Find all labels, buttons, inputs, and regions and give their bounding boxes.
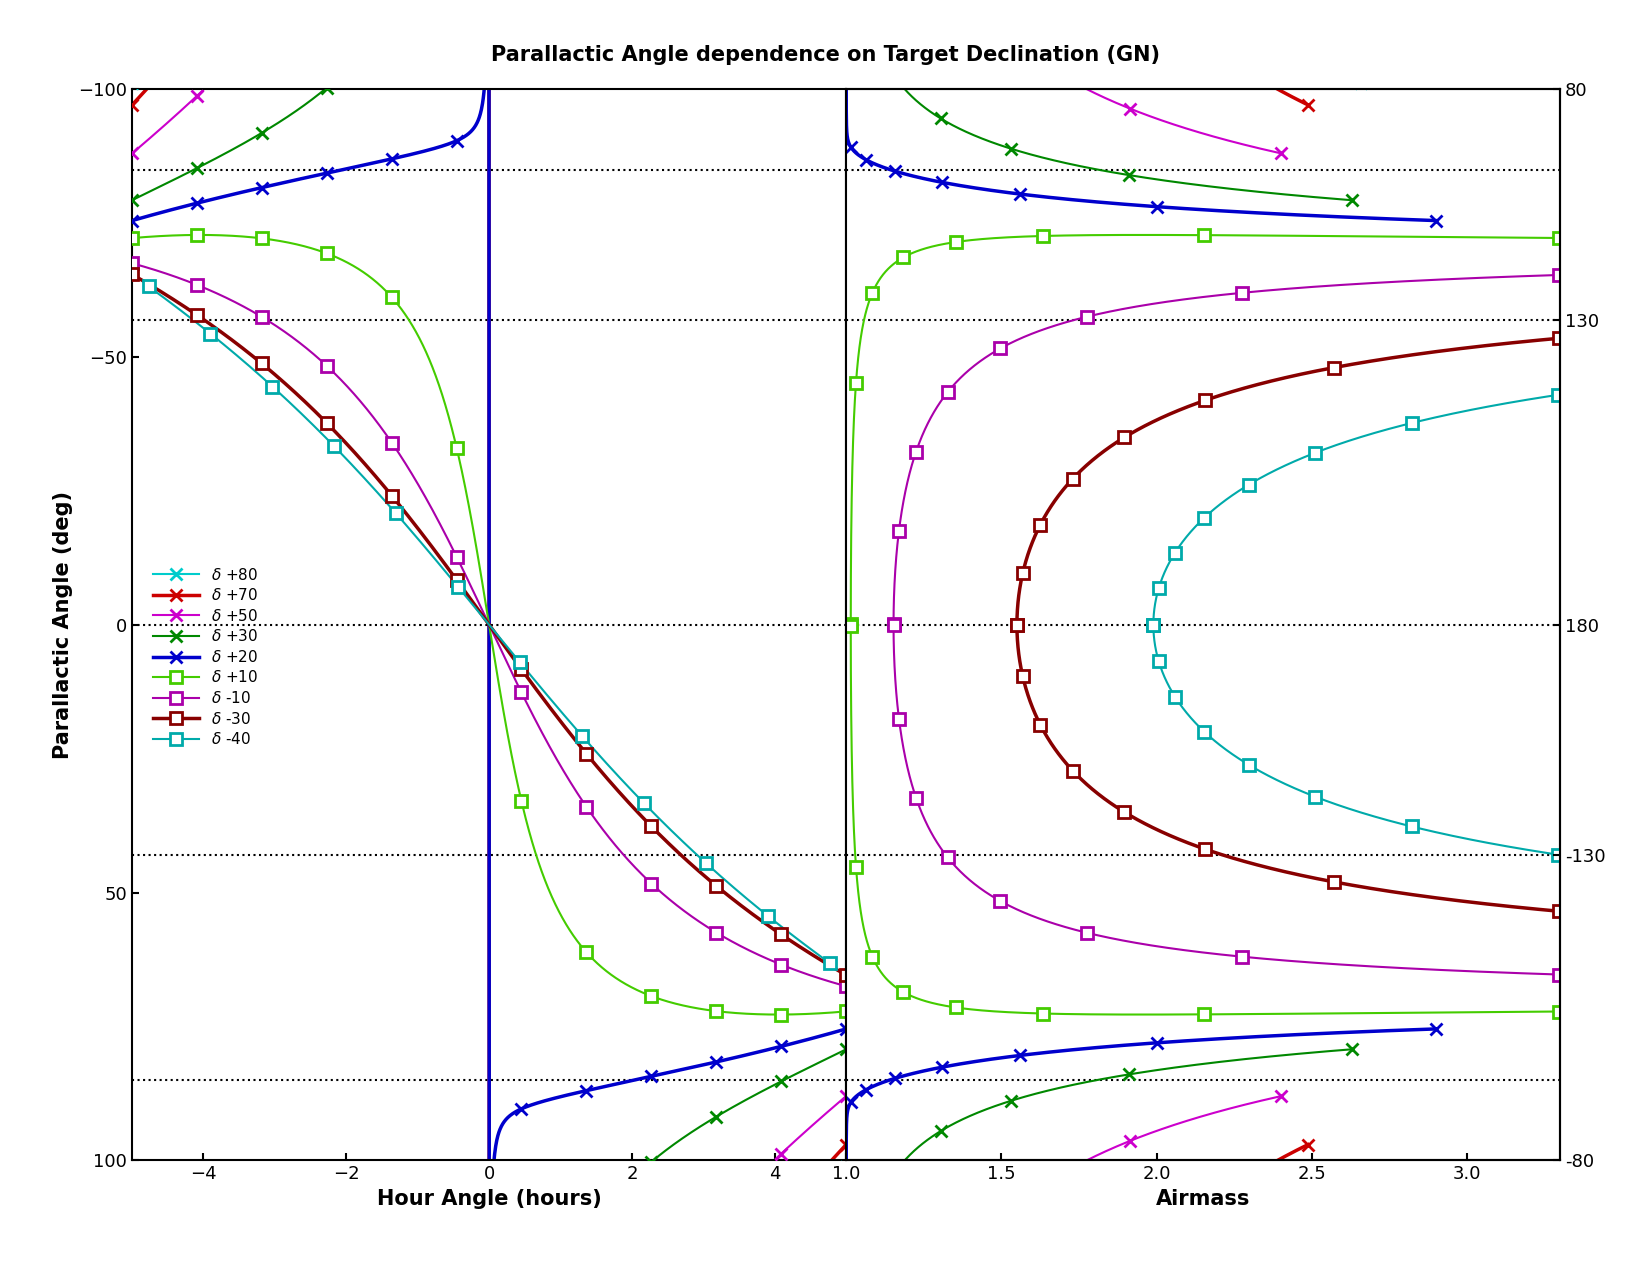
X-axis label: Airmass: Airmass (1156, 1188, 1250, 1209)
X-axis label: Hour Angle (hours): Hour Angle (hours) (376, 1188, 601, 1209)
Legend: $\delta$ +80, $\delta$ +70, $\delta$ +50, $\delta$ +30, $\delta$ +20, $\delta$ +: $\delta$ +80, $\delta$ +70, $\delta$ +50… (147, 561, 264, 754)
Y-axis label: Parallactic Angle (deg): Parallactic Angle (deg) (53, 491, 73, 759)
Text: Parallactic Angle dependence on Target Declination (GN): Parallactic Angle dependence on Target D… (490, 45, 1161, 65)
